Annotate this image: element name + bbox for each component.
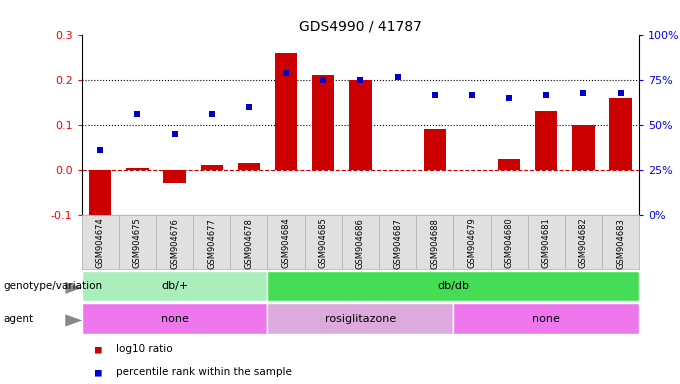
Bar: [82, 271, 267, 301]
Bar: [424, 129, 446, 170]
Text: ■: ■: [95, 367, 102, 377]
Text: none: none: [160, 314, 188, 324]
Point: [578, 90, 589, 96]
Text: rosiglitazone: rosiglitazone: [325, 314, 396, 324]
Bar: [609, 98, 632, 170]
Bar: [89, 170, 112, 222]
Text: ■: ■: [95, 344, 102, 354]
Bar: [267, 303, 454, 334]
Text: GSM904683: GSM904683: [616, 218, 625, 268]
Text: genotype/variation: genotype/variation: [3, 281, 103, 291]
Point: [429, 93, 440, 99]
Text: GSM904688: GSM904688: [430, 218, 439, 268]
Point: [132, 111, 143, 117]
Text: db/db: db/db: [437, 281, 469, 291]
Point: [466, 93, 477, 99]
Polygon shape: [65, 282, 82, 294]
Text: agent: agent: [3, 314, 33, 324]
Point: [243, 104, 254, 110]
Bar: [238, 163, 260, 170]
Point: [541, 93, 551, 99]
Text: GSM904684: GSM904684: [282, 218, 290, 268]
Bar: [267, 271, 639, 301]
Text: GSM904676: GSM904676: [170, 218, 179, 268]
Polygon shape: [65, 314, 82, 326]
Text: GSM904686: GSM904686: [356, 218, 365, 268]
Text: percentile rank within the sample: percentile rank within the sample: [116, 367, 292, 377]
Text: GSM904685: GSM904685: [319, 218, 328, 268]
Point: [355, 77, 366, 83]
Bar: [275, 53, 297, 170]
Point: [281, 70, 292, 76]
Bar: [163, 170, 186, 184]
Bar: [573, 125, 594, 170]
Text: none: none: [532, 314, 560, 324]
Point: [392, 74, 403, 81]
Bar: [454, 303, 639, 334]
Bar: [350, 80, 371, 170]
Text: GSM904675: GSM904675: [133, 218, 142, 268]
Bar: [535, 111, 558, 170]
Title: GDS4990 / 41787: GDS4990 / 41787: [299, 20, 422, 33]
Bar: [201, 166, 223, 170]
Bar: [312, 75, 335, 170]
Bar: [82, 303, 267, 334]
Bar: [126, 168, 148, 170]
Text: GSM904679: GSM904679: [467, 218, 477, 268]
Text: GSM904674: GSM904674: [96, 218, 105, 268]
Text: GSM904687: GSM904687: [393, 218, 402, 268]
Point: [615, 90, 626, 96]
Text: log10 ratio: log10 ratio: [116, 344, 172, 354]
Text: GSM904680: GSM904680: [505, 218, 513, 268]
Text: GSM904677: GSM904677: [207, 218, 216, 268]
Point: [169, 131, 180, 137]
Text: db/+: db/+: [161, 281, 188, 291]
Text: GSM904678: GSM904678: [244, 218, 254, 268]
Text: GSM904682: GSM904682: [579, 218, 588, 268]
Text: GSM904681: GSM904681: [542, 218, 551, 268]
Point: [95, 147, 105, 153]
Point: [206, 111, 217, 117]
Point: [318, 77, 328, 83]
Point: [504, 95, 515, 101]
Bar: [498, 159, 520, 170]
